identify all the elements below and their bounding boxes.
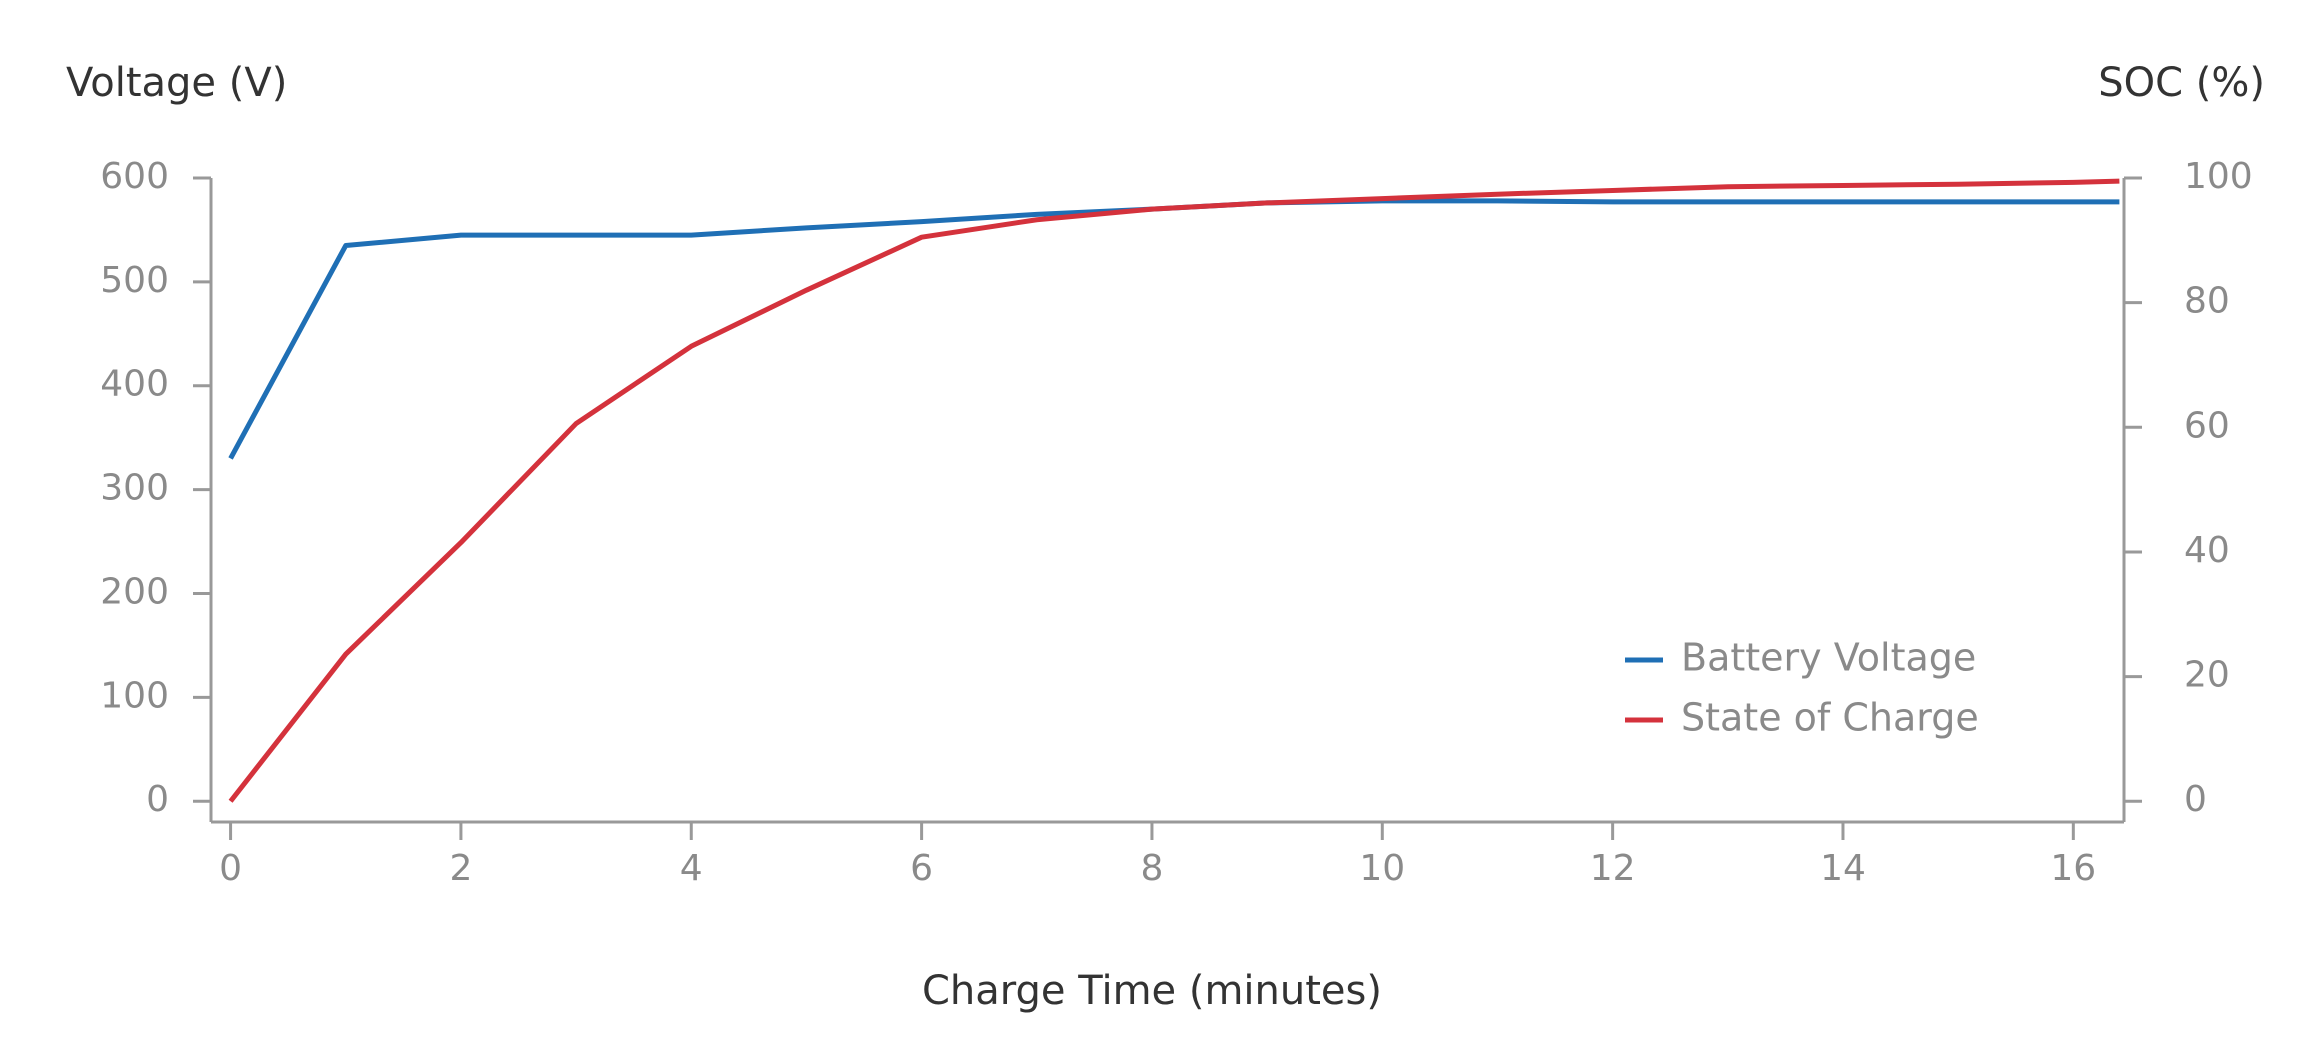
x-tick-label: 2 — [449, 848, 472, 889]
x-tick-label: 10 — [1359, 848, 1405, 889]
y2-tick-label: 60 — [2184, 405, 2230, 446]
x-tick-label: 8 — [1140, 848, 1163, 889]
legend-label: State of Charge — [1681, 696, 1979, 740]
x-tick-label: 6 — [910, 848, 933, 889]
series-line — [228, 198, 2120, 460]
x-tick-label: 0 — [219, 848, 242, 889]
y-tick-label: 300 — [100, 468, 169, 509]
y2-tick-label: 80 — [2184, 281, 2230, 322]
y-tick-label: 400 — [100, 364, 169, 405]
y2-tick-label: 100 — [2184, 156, 2253, 197]
y2-tick-label: 20 — [2184, 655, 2230, 696]
y-tick-label: 0 — [146, 779, 169, 820]
y-axis-label: Voltage (V) — [66, 60, 287, 106]
x-tick-label: 14 — [1820, 848, 1866, 889]
y-tick-label: 200 — [100, 571, 169, 612]
x-axis-label: Charge Time (minutes) — [922, 968, 1382, 1014]
legend-label: Battery Voltage — [1681, 636, 1976, 680]
y-tick-label: 500 — [100, 260, 169, 301]
x-tick-label: 12 — [1590, 848, 1636, 889]
x-tick-label: 16 — [2050, 848, 2096, 889]
y-tick-label: 600 — [100, 156, 169, 197]
x-tick-label: 4 — [680, 848, 703, 889]
y-tick-label: 100 — [100, 675, 169, 716]
y2-tick-label: 0 — [2184, 779, 2207, 820]
y2-axis-label: SOC (%) — [2098, 60, 2265, 106]
series-line — [228, 178, 2120, 803]
y2-tick-label: 40 — [2184, 530, 2230, 571]
